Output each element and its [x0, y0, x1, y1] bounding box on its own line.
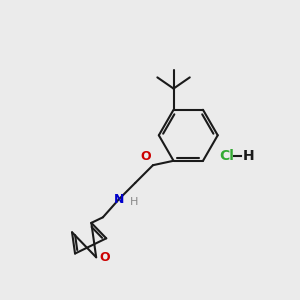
- Text: N: N: [114, 193, 124, 206]
- Text: Cl: Cl: [219, 149, 234, 163]
- Text: O: O: [140, 150, 151, 163]
- Text: O: O: [100, 251, 110, 264]
- Text: H: H: [130, 197, 139, 207]
- Text: H: H: [243, 149, 254, 163]
